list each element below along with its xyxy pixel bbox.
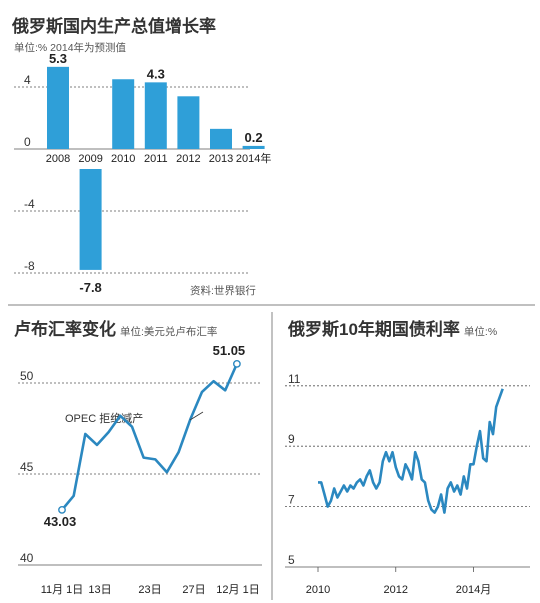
gdp-data-label: 5.3 xyxy=(49,51,67,66)
bond-ytick-label: 9 xyxy=(288,432,295,446)
ruble-series-line xyxy=(60,363,239,511)
bond-xtick-label: 2012 xyxy=(384,584,408,596)
gdp-category-label: 2008 xyxy=(46,153,70,165)
ruble-start-point xyxy=(58,505,66,514)
bond-xtick-label: 2014月 xyxy=(456,584,491,596)
bond-unit: 单位:% xyxy=(463,326,498,338)
ruble-ytick-label: 50 xyxy=(20,369,34,383)
gdp-data-label: -7.8 xyxy=(79,280,101,295)
gdp-chart: 4 0 -4 -8 2008 5.3 2009 -7.8 2010 2011 4.3 2012 2013… xyxy=(14,51,271,295)
bond-ytick-label: 7 xyxy=(288,493,295,507)
ruble-ytick-label: 45 xyxy=(20,460,34,474)
opec-pointer xyxy=(189,411,204,421)
bond-series-line xyxy=(318,388,504,514)
gdp-title: 俄罗斯国内生产总值增长率 xyxy=(12,17,216,36)
ruble-chart: OPEC 拒绝减产 50 45 40 11月 1日 13日 23日 27日 12月 1日 43.… xyxy=(18,343,262,596)
bond-title: 俄罗斯10年期国债利率 单位:% xyxy=(288,315,497,340)
gdp-subtitle: 单位:% 2014年为预测值 xyxy=(14,42,127,54)
ruble-xtick-label: 23日 xyxy=(138,584,161,596)
gdp-ytick-label: 4 xyxy=(24,73,31,87)
gdp-bar xyxy=(79,169,102,270)
gdp-category-label: 2014年 xyxy=(236,151,271,165)
gdp-data-label: 0.2 xyxy=(245,130,263,145)
ruble-end-point xyxy=(232,359,241,368)
gdp-data-label: 4.3 xyxy=(147,66,165,81)
gdp-category-label: 2013 xyxy=(209,153,233,165)
gdp-bar xyxy=(177,96,200,149)
bond-ytick-label: 11 xyxy=(288,372,301,386)
gdp-bar xyxy=(47,66,69,149)
ruble-xtick-label: 27日 xyxy=(182,584,205,596)
opec-annotation: OPEC 拒绝减产 xyxy=(65,411,143,425)
ruble-xtick-label: 13日 xyxy=(88,584,111,596)
gdp-ytick-label: -4 xyxy=(24,197,35,211)
bond-title-text: 俄罗斯10年期国债利率 xyxy=(288,320,460,339)
gdp-bar xyxy=(144,82,167,149)
gdp-bar xyxy=(210,128,232,149)
gdp-ytick-label: -8 xyxy=(24,259,35,273)
rub-title: 卢布汇率变化 单位:美元兑卢布汇率 xyxy=(14,315,217,340)
gdp-bar xyxy=(112,79,135,149)
ruble-end-label: 51.05 xyxy=(213,343,246,358)
gdp-category-label: 2010 xyxy=(111,153,135,165)
bond-xtick-label: 2010 xyxy=(306,584,330,596)
gdp-category-label: 2009 xyxy=(78,153,102,165)
gdp-source: 资料:世界银行 xyxy=(190,285,256,297)
gdp-category-label: 2011 xyxy=(144,153,168,165)
bond-ytick-label: 5 xyxy=(288,553,295,567)
ruble-xtick-label: 12月 1日 xyxy=(216,584,259,596)
ruble-xtick-label: 11月 1日 xyxy=(41,584,84,596)
ruble-ytick-label: 40 xyxy=(20,551,34,565)
rub-unit: 单位:美元兑卢布汇率 xyxy=(120,326,218,338)
bond-chart: 11 9 7 5 2010 2012 2014月 xyxy=(285,372,530,596)
gdp-ytick-label: 0 xyxy=(24,135,31,149)
gdp-category-label: 2012 xyxy=(176,153,200,165)
gdp-bar xyxy=(242,145,265,149)
ruble-start-label: 43.03 xyxy=(44,514,77,529)
rub-title-text: 卢布汇率变化 xyxy=(14,320,116,339)
